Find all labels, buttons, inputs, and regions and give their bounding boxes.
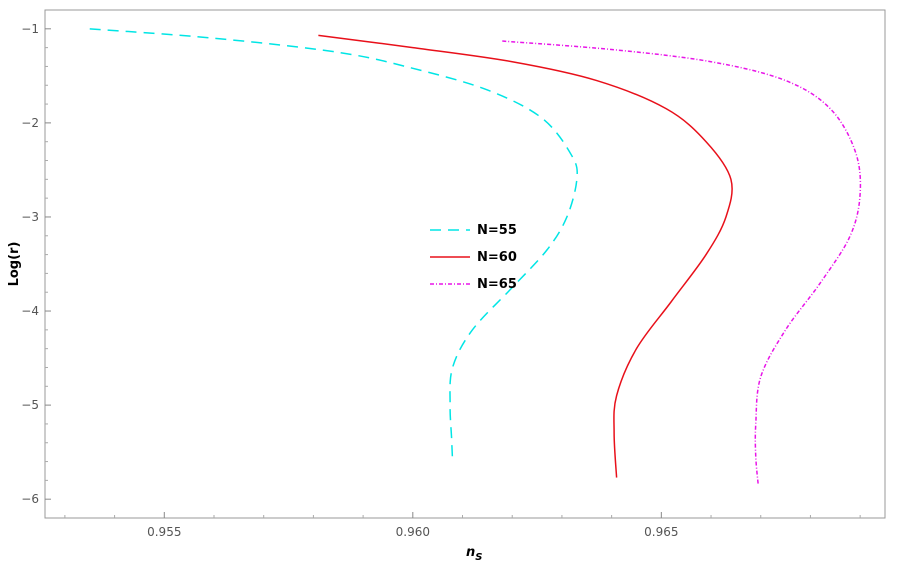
- legend-label-n60: N=60: [477, 250, 517, 265]
- x-tick-label: 0.965: [644, 525, 678, 539]
- y-tick-label: −6: [21, 492, 39, 506]
- x-axis-title-sub: S: [475, 552, 482, 563]
- series-line-n60: [318, 34, 733, 478]
- series-line-n65: [502, 40, 862, 486]
- legend-label-n55: N=55: [477, 223, 517, 238]
- y-axis-ticks: −1 −2 −3 −4 −5 −6: [21, 22, 51, 506]
- y-tick-label: −4: [21, 304, 39, 318]
- y-axis-title: Log(r): [7, 242, 22, 287]
- plot-frame: [44, 9, 886, 519]
- y-tick-label: −5: [21, 398, 39, 412]
- x-axis-title: nS: [466, 545, 482, 563]
- series-layer: [89, 28, 862, 486]
- series-line-n55: [89, 28, 578, 462]
- legend: N=55 N=60 N=65: [430, 223, 517, 292]
- x-tick-label: 0.955: [147, 525, 181, 539]
- y-tick-label: −1: [21, 22, 39, 36]
- legend-label-n65: N=65: [477, 277, 517, 292]
- x-axis-ticks: 0.955 0.960 0.965: [64, 512, 861, 539]
- x-axis-title-main: n: [466, 545, 475, 560]
- y-tick-label: −2: [21, 116, 39, 130]
- x-tick-label: 0.960: [396, 525, 430, 539]
- y-tick-label: −3: [21, 210, 39, 224]
